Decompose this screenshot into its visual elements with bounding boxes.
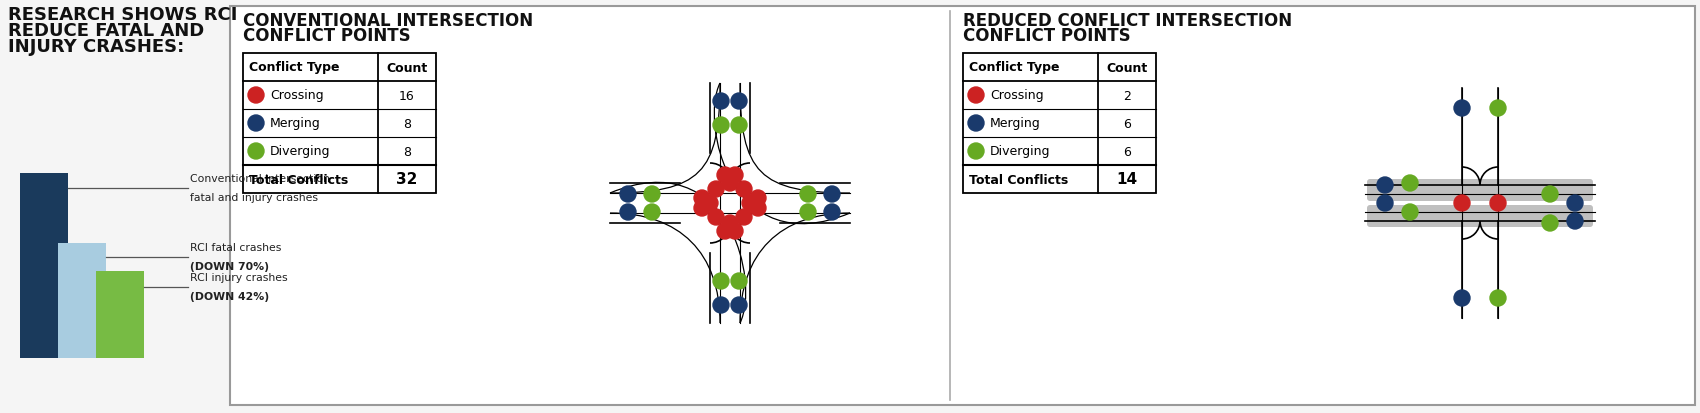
Circle shape: [736, 209, 751, 225]
Circle shape: [967, 116, 984, 132]
Circle shape: [694, 190, 711, 206]
Circle shape: [712, 118, 729, 134]
Text: Count: Count: [386, 62, 428, 74]
Text: Crossing: Crossing: [989, 89, 1044, 102]
Text: RCI fatal crashes: RCI fatal crashes: [190, 242, 282, 252]
FancyBboxPatch shape: [1367, 180, 1593, 202]
FancyBboxPatch shape: [1367, 206, 1593, 228]
Text: REDUCE FATAL AND: REDUCE FATAL AND: [8, 22, 204, 40]
Text: 16: 16: [400, 89, 415, 102]
Circle shape: [707, 182, 724, 197]
FancyBboxPatch shape: [95, 271, 144, 358]
Circle shape: [717, 223, 733, 240]
Text: Diverging: Diverging: [989, 145, 1051, 158]
Circle shape: [712, 273, 729, 289]
Circle shape: [731, 297, 746, 313]
Circle shape: [1454, 195, 1470, 211]
Text: INJURY CRASHES:: INJURY CRASHES:: [8, 38, 184, 56]
Text: 2: 2: [1124, 89, 1130, 102]
Circle shape: [1567, 195, 1583, 211]
Circle shape: [248, 116, 264, 132]
Circle shape: [712, 297, 729, 313]
Circle shape: [750, 201, 767, 216]
FancyBboxPatch shape: [962, 54, 1156, 194]
Circle shape: [717, 168, 733, 183]
Circle shape: [620, 187, 636, 202]
Circle shape: [1454, 290, 1470, 306]
Circle shape: [644, 204, 660, 221]
Circle shape: [1542, 216, 1557, 231]
Text: 32: 32: [396, 172, 418, 187]
Text: 6: 6: [1124, 145, 1130, 158]
FancyBboxPatch shape: [230, 7, 1695, 405]
Text: RCI injury crashes: RCI injury crashes: [190, 272, 287, 282]
Circle shape: [824, 187, 840, 202]
Circle shape: [712, 94, 729, 110]
Text: Conflict Type: Conflict Type: [969, 62, 1059, 74]
Circle shape: [1402, 204, 1418, 221]
Text: 14: 14: [1117, 172, 1137, 187]
Circle shape: [1542, 187, 1557, 202]
FancyBboxPatch shape: [20, 173, 68, 358]
Circle shape: [750, 190, 767, 206]
Text: 8: 8: [403, 117, 411, 130]
Circle shape: [801, 187, 816, 202]
Text: RESEARCH SHOWS RCI: RESEARCH SHOWS RCI: [8, 6, 238, 24]
Circle shape: [722, 176, 738, 192]
Circle shape: [620, 204, 636, 221]
Circle shape: [728, 168, 743, 183]
Circle shape: [967, 88, 984, 104]
Circle shape: [731, 94, 746, 110]
Text: CONFLICT POINTS: CONFLICT POINTS: [243, 27, 411, 45]
Circle shape: [731, 118, 746, 134]
FancyBboxPatch shape: [58, 244, 105, 358]
Circle shape: [1489, 290, 1506, 306]
Circle shape: [1377, 178, 1392, 194]
Circle shape: [702, 195, 717, 211]
Text: 6: 6: [1124, 117, 1130, 130]
Text: Diverging: Diverging: [270, 145, 330, 158]
Circle shape: [1489, 195, 1506, 211]
Text: 8: 8: [403, 145, 411, 158]
Text: Merging: Merging: [270, 117, 321, 130]
FancyBboxPatch shape: [243, 54, 435, 194]
Circle shape: [1377, 195, 1392, 211]
Circle shape: [1489, 101, 1506, 117]
Circle shape: [644, 187, 660, 202]
Text: Crossing: Crossing: [270, 89, 323, 102]
Circle shape: [824, 204, 840, 221]
Circle shape: [248, 144, 264, 159]
Circle shape: [694, 201, 711, 216]
Text: Count: Count: [1107, 62, 1148, 74]
Text: Total Conflicts: Total Conflicts: [248, 173, 348, 186]
Text: fatal and injury crashes: fatal and injury crashes: [190, 192, 318, 202]
Text: CONVENTIONAL INTERSECTION: CONVENTIONAL INTERSECTION: [243, 12, 534, 30]
Circle shape: [967, 144, 984, 159]
Text: CONFLICT POINTS: CONFLICT POINTS: [962, 27, 1130, 45]
Circle shape: [1567, 214, 1583, 230]
Circle shape: [801, 204, 816, 221]
Text: Total Conflicts: Total Conflicts: [969, 173, 1068, 186]
Text: Merging: Merging: [989, 117, 1040, 130]
Text: (DOWN 70%): (DOWN 70%): [190, 261, 269, 271]
Circle shape: [1454, 101, 1470, 117]
Circle shape: [1402, 176, 1418, 192]
Circle shape: [741, 195, 758, 211]
Text: REDUCED CONFLICT INTERSECTION: REDUCED CONFLICT INTERSECTION: [962, 12, 1292, 30]
Circle shape: [731, 273, 746, 289]
Circle shape: [736, 182, 751, 197]
Text: Conventional intersection: Conventional intersection: [190, 173, 330, 183]
Text: Conflict Type: Conflict Type: [248, 62, 340, 74]
Text: (DOWN 42%): (DOWN 42%): [190, 291, 269, 301]
Circle shape: [728, 223, 743, 240]
Circle shape: [707, 209, 724, 225]
Circle shape: [722, 216, 738, 231]
Circle shape: [248, 88, 264, 104]
